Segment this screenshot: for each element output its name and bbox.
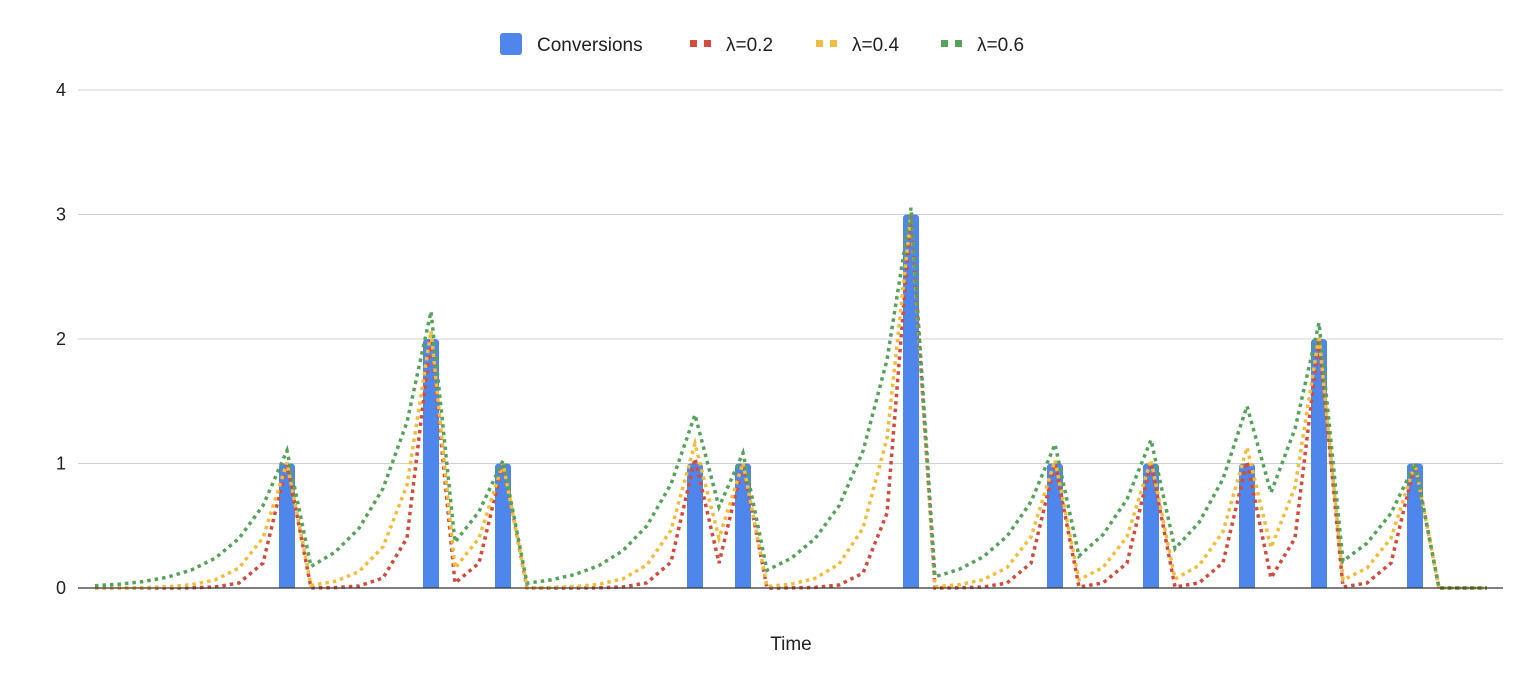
legend-label-conversions: Conversions bbox=[537, 35, 643, 56]
legend-label-lambda-0.4: λ=0.4 bbox=[852, 35, 899, 56]
line-series bbox=[94, 213, 1487, 590]
bar bbox=[423, 339, 439, 588]
bar bbox=[903, 214, 919, 588]
bar bbox=[1143, 463, 1159, 588]
y-tick-label: 0 bbox=[56, 578, 66, 598]
bar bbox=[735, 463, 751, 588]
bar bbox=[1407, 463, 1423, 588]
line-series bbox=[94, 207, 1487, 590]
legend-swatch-conversions bbox=[500, 33, 522, 55]
legend-label-lambda-0.2: λ=0.2 bbox=[726, 35, 773, 56]
bars-conversions bbox=[279, 214, 1423, 588]
legend: Conversions λ=0.2 λ=0.4 λ=0.6 bbox=[500, 33, 1024, 56]
bar bbox=[495, 463, 511, 588]
legend-swatch-lambda-0.6 bbox=[941, 40, 962, 47]
y-axis-ticks: 0 1 2 3 4 bbox=[56, 80, 66, 598]
x-axis-label: Time bbox=[770, 634, 812, 655]
gridlines bbox=[78, 89, 1503, 464]
lines bbox=[94, 207, 1487, 590]
legend-swatch-lambda-0.2 bbox=[690, 40, 711, 47]
y-tick-label: 1 bbox=[56, 454, 66, 474]
legend-label-lambda-0.6: λ=0.6 bbox=[977, 35, 1024, 56]
y-tick-label: 3 bbox=[56, 205, 66, 225]
legend-swatch-lambda-0.4 bbox=[816, 40, 837, 47]
bar bbox=[1239, 463, 1255, 588]
bar bbox=[1047, 463, 1063, 588]
bar bbox=[279, 463, 295, 588]
bar bbox=[1311, 339, 1327, 588]
bar bbox=[687, 463, 703, 588]
y-tick-label: 4 bbox=[56, 80, 66, 100]
y-tick-label: 2 bbox=[56, 329, 66, 349]
